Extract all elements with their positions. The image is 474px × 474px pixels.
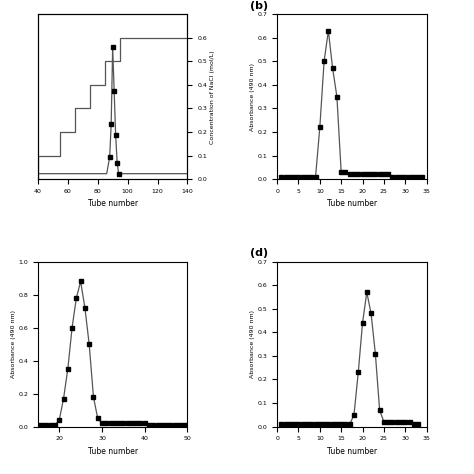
X-axis label: Tube number: Tube number bbox=[327, 200, 377, 209]
X-axis label: Tube number: Tube number bbox=[88, 447, 138, 456]
Text: (b): (b) bbox=[250, 1, 268, 11]
Y-axis label: Concentration of NaCl (mol/L): Concentration of NaCl (mol/L) bbox=[210, 50, 215, 144]
X-axis label: Tube number: Tube number bbox=[327, 447, 377, 456]
Y-axis label: Absorbance (490 nm): Absorbance (490 nm) bbox=[10, 310, 16, 378]
Y-axis label: Absorbance (490 nm): Absorbance (490 nm) bbox=[250, 310, 255, 378]
Text: (d): (d) bbox=[250, 248, 268, 258]
X-axis label: Tube number: Tube number bbox=[88, 200, 138, 209]
Y-axis label: Absorbance (490 nm): Absorbance (490 nm) bbox=[250, 63, 255, 131]
